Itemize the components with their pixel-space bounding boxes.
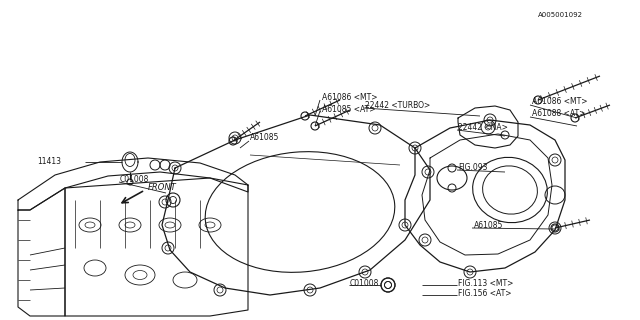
Text: A61085 <AT>: A61085 <AT>	[322, 105, 376, 114]
Text: FIG.113 <MT>: FIG.113 <MT>	[458, 278, 513, 287]
Text: 11413: 11413	[37, 157, 61, 166]
Text: 22442 <NA>: 22442 <NA>	[458, 123, 508, 132]
Text: C01008: C01008	[350, 278, 380, 287]
Text: A61085: A61085	[474, 220, 504, 229]
Text: A61086 <MT>: A61086 <MT>	[532, 98, 588, 107]
Text: C01008: C01008	[120, 175, 149, 185]
Text: A61088 <AT>: A61088 <AT>	[532, 109, 586, 118]
Text: A005001092: A005001092	[538, 12, 583, 18]
Text: FIG.093: FIG.093	[458, 164, 488, 172]
Text: A61085: A61085	[250, 133, 280, 142]
Text: A61086 <MT>: A61086 <MT>	[322, 92, 378, 101]
Text: FIG.156 <AT>: FIG.156 <AT>	[458, 289, 511, 298]
Text: FRONT: FRONT	[148, 182, 177, 191]
Text: 22442 <TURBO>: 22442 <TURBO>	[365, 100, 430, 109]
